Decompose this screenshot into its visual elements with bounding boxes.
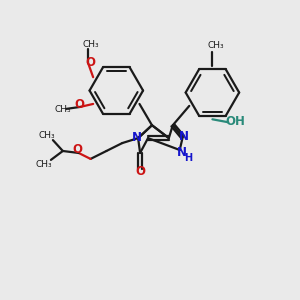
Text: N: N	[132, 130, 142, 144]
Text: O: O	[135, 165, 145, 178]
Text: CH₃: CH₃	[39, 130, 55, 140]
Text: CH₃: CH₃	[36, 160, 52, 169]
Text: N: N	[177, 146, 187, 160]
Text: CH₃: CH₃	[207, 41, 224, 50]
Text: O: O	[73, 142, 83, 155]
Text: N: N	[179, 130, 189, 142]
Text: O: O	[85, 56, 95, 69]
Text: O: O	[74, 98, 84, 111]
Text: CH₃: CH₃	[83, 40, 100, 49]
Text: CH₃: CH₃	[54, 105, 71, 114]
Text: H: H	[184, 153, 193, 163]
Text: OH: OH	[225, 115, 245, 128]
